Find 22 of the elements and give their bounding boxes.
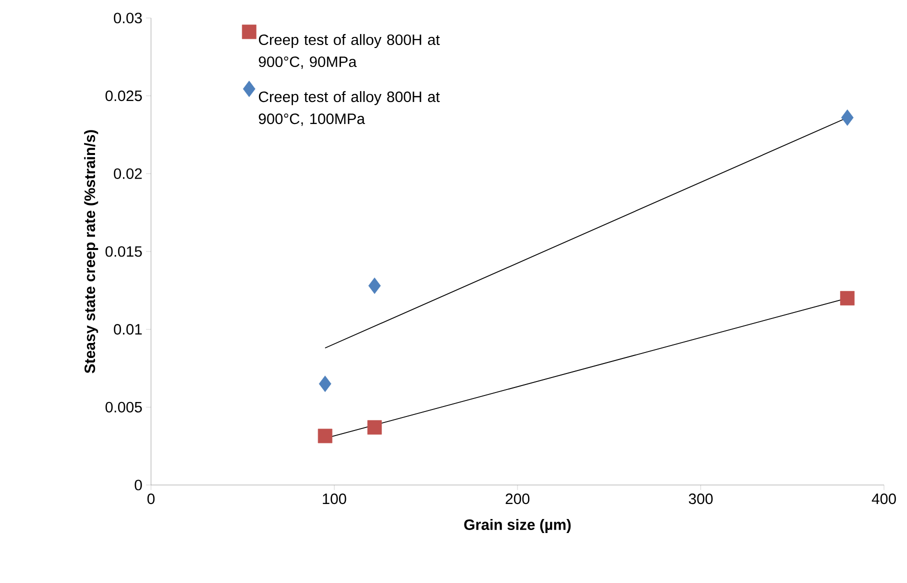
y-tick-label: 0.02 (114, 168, 142, 179)
legend-label: Creep test of alloy 800H at 900°C, 100MPa (258, 91, 440, 126)
y-tick-label: 0.03 (114, 12, 142, 24)
y-tick-label: 0 (134, 480, 142, 490)
point (841, 109, 854, 126)
y-tick-label: 0.01 (114, 324, 142, 335)
x-tick-label: 400 (872, 494, 896, 504)
x-tick-label: 100 (322, 494, 346, 504)
point (368, 278, 381, 294)
point (318, 376, 332, 392)
y-tick-label: 0.005 (106, 402, 142, 412)
point (318, 428, 332, 444)
x-axis-title: Grain size (µm) (464, 518, 571, 533)
y-axis-title: Steasy state creep rate (%strain/s) (84, 130, 98, 374)
x-tick-label: 200 (506, 494, 530, 504)
y-tick-label: 0.015 (106, 246, 142, 257)
point (840, 290, 855, 306)
y-tick-label: 0.025 (106, 90, 142, 102)
legend-label: Creep test of alloy 800H at 900°C, 90MPa (258, 34, 440, 69)
x-tick-label: 0 (147, 494, 155, 504)
x-tick-label: 300 (688, 494, 713, 504)
point (367, 420, 382, 435)
